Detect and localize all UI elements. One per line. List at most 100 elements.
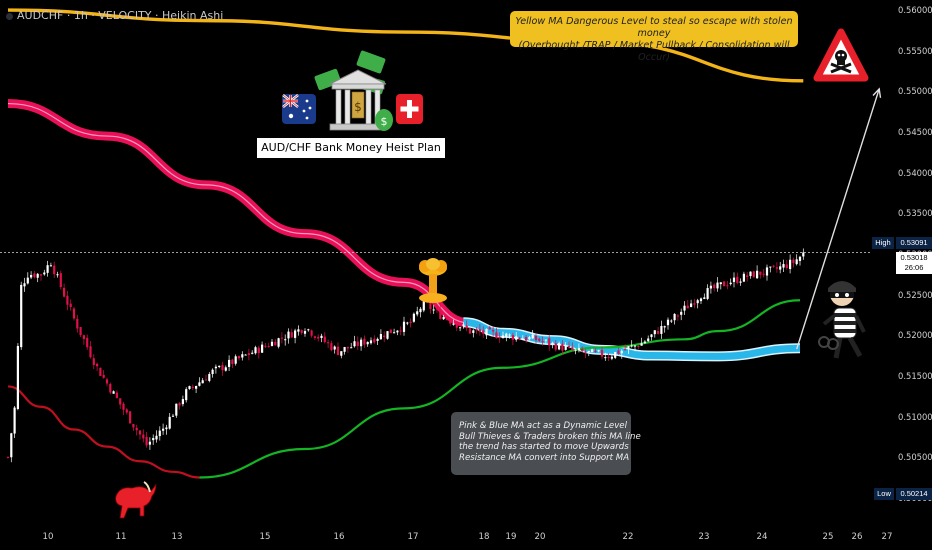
candle — [759, 271, 762, 279]
yellow-ma-note[interactable]: Yellow MA Dangerous Level to steal so es… — [510, 11, 798, 63]
candle — [162, 423, 165, 435]
candle — [244, 354, 247, 356]
candle — [129, 410, 132, 424]
candle — [617, 348, 620, 355]
candle — [528, 335, 531, 341]
price-tick-label: 0.54000 — [898, 167, 932, 178]
candle — [191, 384, 194, 391]
candle — [310, 329, 313, 338]
time-tick-label: 10 — [42, 532, 54, 542]
candle — [340, 351, 343, 359]
candle — [696, 298, 699, 309]
candle — [323, 332, 326, 344]
candle — [72, 306, 76, 321]
candle — [670, 319, 673, 324]
candle — [683, 301, 686, 315]
symbol-header[interactable]: AUDCHF · 1h · VELOCITY · Heikin Ashi — [6, 9, 223, 22]
candle — [158, 426, 161, 441]
candle — [624, 344, 627, 351]
current-price-value: 0.53018 — [900, 253, 928, 262]
candle — [749, 271, 752, 279]
candle — [630, 340, 633, 348]
plan-title-label[interactable]: AUD/CHF Bank Money Heist Plan — [256, 137, 446, 159]
candle — [277, 337, 280, 349]
candle — [336, 342, 340, 356]
candle — [69, 299, 72, 311]
candle — [165, 424, 168, 435]
candle — [752, 270, 755, 278]
candle — [300, 329, 303, 335]
candle — [439, 302, 442, 320]
candle — [564, 342, 567, 351]
candle — [416, 306, 419, 317]
candle — [610, 354, 613, 361]
candle — [251, 350, 254, 355]
candle — [63, 283, 66, 298]
high-value-tag: 0.53091 — [896, 237, 932, 249]
candle — [445, 316, 448, 321]
candle — [274, 339, 277, 346]
candle — [551, 341, 554, 349]
candle — [218, 365, 221, 369]
price-tick-label: 0.50500 — [898, 452, 932, 463]
arrow-layer — [796, 87, 882, 350]
candle — [208, 372, 211, 383]
candle — [171, 413, 175, 417]
dynamic-level-note[interactable]: Pink & Blue MA act as a Dynamic Level Bu… — [451, 412, 641, 475]
candle — [541, 336, 544, 346]
candle — [561, 340, 564, 355]
candle — [122, 401, 125, 416]
red-ma — [7, 385, 200, 479]
candle — [178, 401, 181, 410]
candle — [775, 262, 778, 273]
candle — [581, 346, 584, 353]
candle — [231, 358, 234, 369]
candle — [594, 348, 597, 353]
candle — [769, 266, 772, 273]
candle — [376, 337, 379, 346]
candle — [673, 313, 676, 325]
candle — [548, 334, 551, 351]
candle — [89, 341, 92, 359]
candle — [693, 298, 696, 309]
candle — [699, 297, 703, 305]
candle — [495, 327, 498, 339]
candle — [125, 407, 128, 415]
svg-text:$: $ — [381, 115, 388, 128]
candle — [379, 329, 382, 340]
time-tick-label: 19 — [505, 532, 517, 542]
candle — [756, 265, 759, 280]
candle — [307, 328, 310, 332]
candle — [214, 364, 217, 374]
candle — [703, 293, 706, 300]
swiss-flag-icon — [396, 94, 423, 124]
candle — [538, 337, 541, 342]
bull-icon — [115, 481, 157, 519]
candle — [508, 333, 511, 339]
candle — [287, 328, 290, 344]
candle — [234, 354, 237, 366]
candle — [736, 272, 739, 285]
candle — [102, 370, 105, 379]
candle — [343, 346, 346, 355]
grey-note-line-4: Resistance MA convert into Support MA — [459, 452, 630, 463]
time-tick-label: 16 — [333, 532, 345, 542]
candle — [571, 342, 574, 352]
candle — [676, 314, 679, 321]
candle — [574, 349, 577, 355]
candle — [261, 341, 264, 353]
candle — [713, 283, 716, 292]
svg-text:$: $ — [354, 100, 362, 114]
candle — [782, 259, 785, 273]
candle — [363, 335, 366, 349]
price-tick-label: 0.52000 — [898, 330, 932, 341]
price-tick-label: 0.55000 — [898, 86, 932, 97]
candle — [452, 319, 455, 326]
candle — [534, 332, 538, 344]
price-tick-label: 0.52500 — [898, 289, 932, 300]
candle — [785, 259, 788, 270]
bar-countdown: 26:06 — [904, 263, 924, 272]
candle — [620, 349, 623, 359]
